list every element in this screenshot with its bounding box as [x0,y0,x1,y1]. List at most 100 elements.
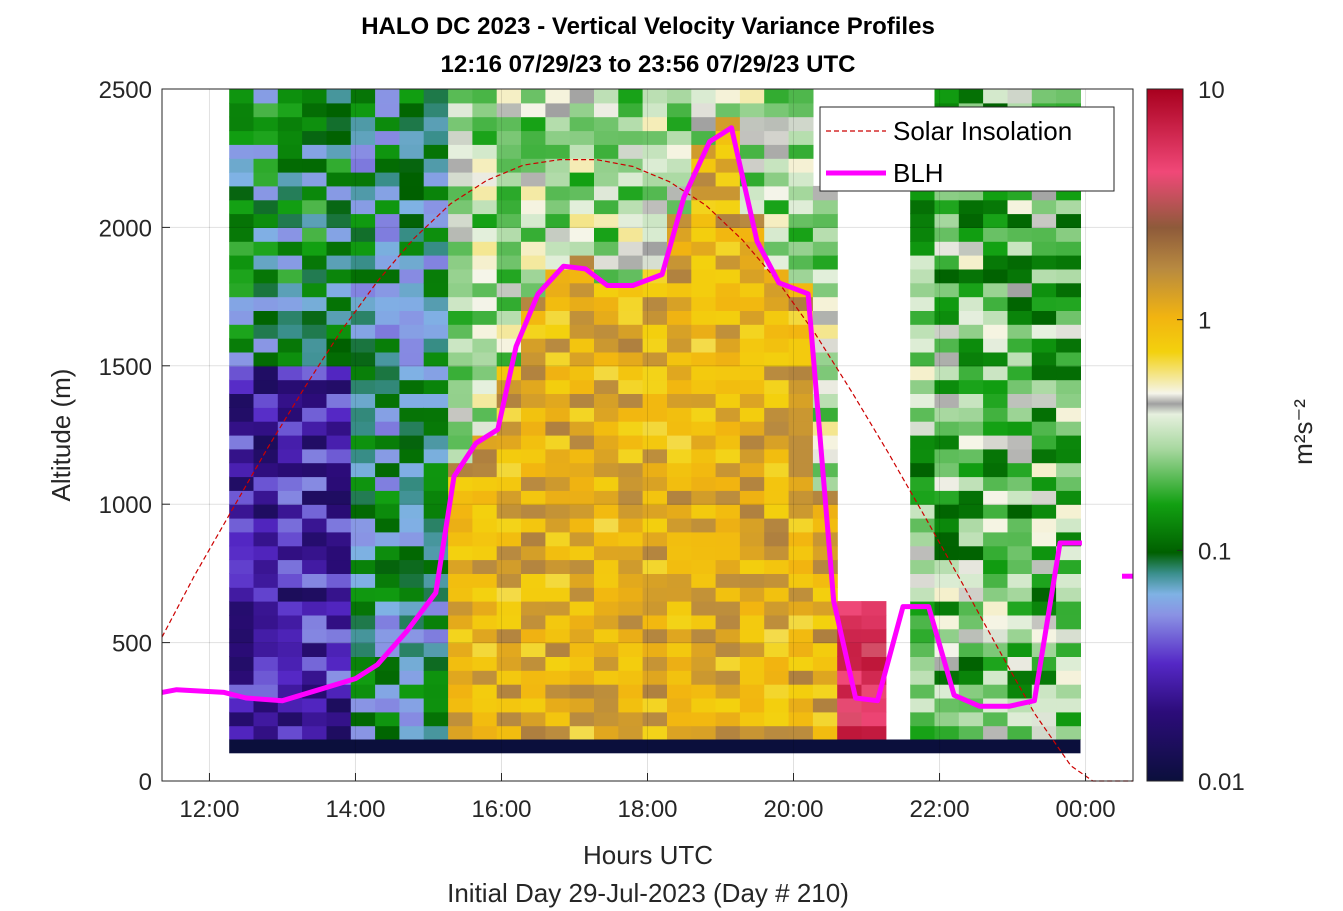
heatmap-cell [1056,545,1081,561]
heatmap-cell [958,213,984,228]
heatmap-cell [934,559,960,574]
heatmap-cell [642,241,668,256]
heatmap-cell [812,448,838,464]
heatmap-cell [350,324,376,339]
heatmap-cell [667,448,692,464]
y-tick-label: 0 [139,769,152,796]
heatmap-cell [691,365,717,381]
heatmap-cell [983,435,1008,450]
heatmap-cell [812,296,838,311]
heatmap-cell [521,698,546,713]
heatmap-cell [667,545,692,561]
heatmap-cell [691,282,717,298]
heatmap-cell [788,670,814,685]
heatmap-cell [302,379,327,394]
heatmap-cell [399,559,425,574]
heatmap-cell [569,628,595,644]
heatmap-cell [545,504,571,519]
heatmap-cell [1056,324,1081,339]
heatmap-cell [326,656,352,671]
heatmap-cell [399,711,425,727]
heatmap-cell [545,296,571,311]
heatmap-cell [691,504,717,519]
heatmap-cell [569,116,595,132]
heatmap-cell [910,310,936,325]
heatmap-cell [618,352,644,367]
heatmap-cell [302,213,327,228]
heatmap-cell [764,711,790,727]
heatmap-cell [496,324,522,339]
heatmap-cell [934,587,960,602]
heatmap-cell [910,379,936,394]
heatmap-cell [350,490,376,505]
heatmap-cell [594,614,619,630]
heatmap-cell [326,296,352,311]
heatmap-cell [350,338,376,353]
heatmap-cell [1031,531,1057,547]
heatmap-cell [302,199,327,215]
heatmap-cell [739,573,765,588]
heatmap-cell [1031,365,1057,381]
heatmap-cell [350,725,376,740]
heatmap-cell [326,213,352,228]
heatmap-cell [423,255,449,270]
heatmap-cell [253,490,279,505]
heatmap-cell [812,435,838,450]
heatmap-cell [910,518,936,533]
heatmap-cell [229,116,255,132]
heatmap-cell [1056,670,1081,685]
heatmap-cell [983,531,1008,547]
heatmap-cell [983,711,1008,727]
heatmap-cell [229,352,255,367]
heatmap-cell [399,476,425,491]
heatmap-cell [423,185,449,201]
series-line-blh [161,125,1082,709]
heatmap-cell [715,421,741,436]
heatmap-cell [983,407,1008,422]
heatmap-cell [277,476,303,491]
heatmap-cell [399,89,425,104]
heatmap-cell [642,379,668,394]
heatmap-cell [375,407,400,422]
heatmap-cell [594,310,619,325]
heatmap-cell [423,462,449,478]
heatmap-cell [739,587,765,602]
heatmap-cell [302,324,327,339]
heatmap-cell [472,268,498,284]
heatmap-cell [472,587,498,602]
heatmap-cell [642,435,668,450]
heatmap-cell [691,379,717,394]
heatmap-cell [861,614,887,630]
heatmap-cell [983,379,1008,394]
heatmap-cell [253,435,279,450]
heatmap-cell [326,601,352,616]
heatmap-cell [569,601,595,616]
heatmap-cell [253,130,279,145]
heatmap-cell [326,559,352,574]
heatmap-cell [399,601,425,616]
heatmap-cell [521,670,546,685]
heatmap-cell [1031,490,1057,505]
heatmap-cell [642,255,668,270]
heatmap-cell [375,116,400,132]
heatmap-cell [448,296,473,311]
heatmap-cell [545,476,571,491]
heatmap-cell [472,670,498,685]
heatmap-cell [715,518,741,533]
heatmap-cell [618,199,644,215]
heatmap-cell [618,116,644,132]
chart-title-line2: 12:16 07/29/23 to 23:56 07/29/23 UTC [441,51,856,78]
heatmap-cell [1031,656,1057,671]
heatmap-cell [399,324,425,339]
heatmap-cell [691,587,717,602]
heatmap-cell [302,448,327,464]
heatmap-cell [934,531,960,547]
heatmap-cell [302,241,327,256]
heatmap-cell [375,601,400,616]
heatmap-cell [569,531,595,547]
heatmap-cell [715,199,741,215]
heatmap-cell [715,559,741,574]
heatmap-cell [691,601,717,616]
heatmap-cell [569,656,595,671]
heatmap-cell [788,448,814,464]
